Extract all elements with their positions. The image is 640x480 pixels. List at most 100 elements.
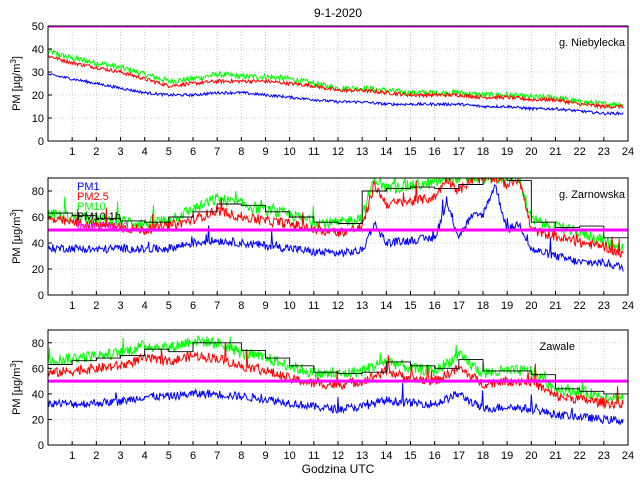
series-pm1-line bbox=[48, 383, 624, 426]
y-tick-label: 20 bbox=[32, 90, 44, 102]
x-tick-label: 3 bbox=[117, 450, 123, 462]
grid bbox=[48, 330, 628, 445]
station-label-zarnowska: g. Zarnowska bbox=[559, 189, 626, 201]
x-axis-label: Godzina UTC bbox=[302, 462, 375, 476]
series-group bbox=[48, 335, 628, 426]
legend-entry-pm1: PM1 bbox=[77, 181, 100, 193]
series-group bbox=[48, 26, 628, 116]
x-tick-label: 20 bbox=[525, 146, 537, 158]
y-axis-label-main: PM [µg/m bbox=[11, 217, 23, 264]
x-tick-label: 23 bbox=[598, 300, 610, 312]
y-tick-label: 80 bbox=[32, 338, 44, 350]
series-pm10-line bbox=[48, 47, 624, 109]
x-tick-label: 22 bbox=[574, 146, 586, 158]
x-tick-label: 22 bbox=[574, 300, 586, 312]
x-tick-label: 24 bbox=[622, 146, 634, 158]
y-tick-label: 30 bbox=[32, 67, 44, 79]
grid bbox=[48, 26, 628, 141]
y-tick-label: 80 bbox=[32, 186, 44, 198]
series-pm25-line bbox=[48, 178, 624, 258]
x-tick-label: 9 bbox=[262, 300, 268, 312]
y-axis-label-end: ] bbox=[11, 209, 23, 212]
x-tick-label: 16 bbox=[429, 450, 441, 462]
x-tick-label: 1 bbox=[69, 300, 75, 312]
station-label-zawale: Zawale bbox=[540, 341, 575, 353]
y-ticks: 0 20 40 60 80 bbox=[32, 186, 52, 302]
x-tick-label: 19 bbox=[501, 146, 513, 158]
station-label-niebylecka: g. Niebylecka bbox=[559, 37, 626, 49]
x-tick-label: 23 bbox=[598, 146, 610, 158]
y-tick-label: 0 bbox=[38, 136, 44, 148]
x-tick-label: 5 bbox=[166, 300, 172, 312]
x-tick-label: 13 bbox=[356, 300, 368, 312]
legend-entry-limit: limit PM10 bbox=[77, 221, 128, 233]
x-tick-label: 2 bbox=[93, 146, 99, 158]
x-tick-label: 15 bbox=[404, 450, 416, 462]
x-tick-label: 19 bbox=[501, 450, 513, 462]
y-axis-label-sup: 3 bbox=[9, 212, 18, 217]
x-tick-label: 1 bbox=[69, 146, 75, 158]
y-axis-label-main: PM [µg/m bbox=[11, 368, 23, 415]
y-tick-label: 60 bbox=[32, 212, 44, 224]
y-axis-label-end: ] bbox=[11, 360, 23, 363]
legend-entry-pm10: PM10 bbox=[77, 201, 106, 213]
grid bbox=[48, 178, 628, 295]
y-tick-label: 40 bbox=[32, 238, 44, 250]
legend-entry-pm10-1h: PM10 1h bbox=[77, 211, 121, 223]
x-tick-label: 21 bbox=[549, 450, 561, 462]
x-tick-label: 2 bbox=[93, 450, 99, 462]
y-tick-label: 60 bbox=[32, 363, 44, 375]
y-ticks: 0 20 40 60 80 bbox=[32, 338, 52, 452]
x-tick-label: 16 bbox=[429, 300, 441, 312]
x-tick-label: 2 bbox=[93, 300, 99, 312]
x-tick-label: 15 bbox=[404, 146, 416, 158]
x-ticks: 1 2 3 4 5 6 7 8 9 10 11 12 13 14 15 16 17 18 19 20 21 22 23 24 bbox=[69, 291, 634, 312]
y-tick-label: 20 bbox=[32, 414, 44, 426]
x-tick-label: 7 bbox=[214, 300, 220, 312]
panel-niebylecka: 1 2 3 4 5 6 7 8 9 10 11 12 13 14 15 16 17 18 19 20 21 22 23 240… bbox=[9, 21, 634, 158]
y-tick-label: 10 bbox=[32, 113, 44, 125]
x-tick-label: 23 bbox=[598, 450, 610, 462]
x-tick-label: 14 bbox=[380, 146, 392, 158]
x-tick-label: 7 bbox=[214, 450, 220, 462]
x-tick-label: 5 bbox=[166, 146, 172, 158]
x-tick-label: 24 bbox=[622, 450, 634, 462]
x-tick-label: 1 bbox=[69, 450, 75, 462]
y-axis-label-main: PM [µg/m bbox=[11, 64, 23, 111]
x-tick-label: 11 bbox=[308, 300, 319, 312]
legend-entry-pm25: PM2.5 bbox=[77, 191, 109, 203]
y-axis-label-end: ] bbox=[11, 56, 23, 59]
x-tick-label: 6 bbox=[190, 450, 196, 462]
panel-zarnowska: 1 2 3 4 5 6 7 8 9 10 11 12 13 14 15 16 17 18 19 20 21 22 23 240… bbox=[9, 177, 634, 312]
series-pm1-line bbox=[48, 73, 624, 116]
y-axis-label: PM [µg/m3] bbox=[9, 360, 23, 415]
y-axis-label: PM [µg/m3] bbox=[9, 209, 23, 264]
x-ticks: 1 2 3 4 5 6 7 8 9 10 11 12 13 14 15 16 17 18 19 20 21 22 23 24 bbox=[69, 441, 634, 462]
y-tick-label: 50 bbox=[32, 21, 44, 33]
x-tick-label: 24 bbox=[622, 300, 634, 312]
y-tick-label: 40 bbox=[32, 389, 44, 401]
x-tick-label: 12 bbox=[332, 450, 344, 462]
x-tick-label: 9 bbox=[262, 146, 268, 158]
x-tick-label: 21 bbox=[549, 300, 561, 312]
y-tick-label: 20 bbox=[32, 264, 44, 276]
x-tick-label: 15 bbox=[404, 300, 416, 312]
x-tick-label: 4 bbox=[142, 146, 148, 158]
x-tick-label: 12 bbox=[332, 300, 344, 312]
x-tick-label: 8 bbox=[238, 450, 244, 462]
x-tick-label: 4 bbox=[142, 450, 148, 462]
x-tick-label: 3 bbox=[117, 300, 123, 312]
series-pm10-line bbox=[48, 335, 624, 404]
chart-title: 9-1-2020 bbox=[314, 6, 362, 20]
x-tick-label: 11 bbox=[308, 450, 319, 462]
x-tick-label: 14 bbox=[380, 300, 392, 312]
x-tick-label: 13 bbox=[356, 450, 368, 462]
x-tick-label: 3 bbox=[117, 146, 123, 158]
y-axis-label-sup: 3 bbox=[9, 59, 18, 64]
y-ticks: 0 10 20 30 40 50 bbox=[32, 21, 52, 148]
x-tick-label: 17 bbox=[453, 450, 465, 462]
y-tick-label: 40 bbox=[32, 44, 44, 56]
x-tick-label: 10 bbox=[284, 146, 296, 158]
